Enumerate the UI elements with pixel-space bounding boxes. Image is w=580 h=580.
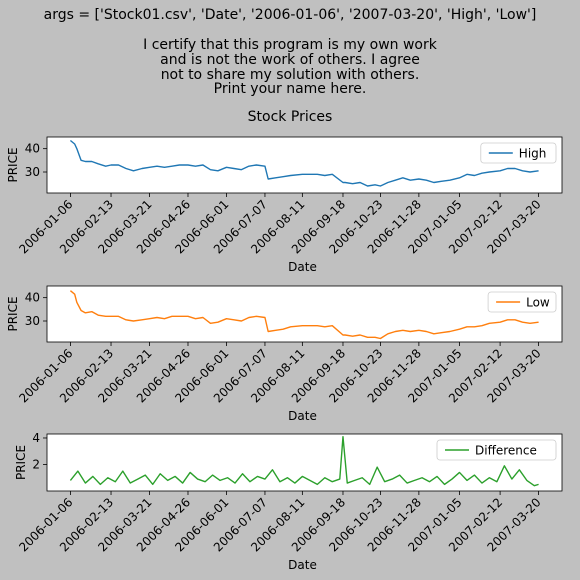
y-tick-label: 40 <box>25 142 40 156</box>
series-line-high <box>69 139 539 187</box>
axes-frame <box>46 433 563 492</box>
certify-line-3: not to share my solution with others. <box>160 67 420 83</box>
y-tick-label: 2 <box>32 457 40 471</box>
axes-frame <box>46 136 563 194</box>
plot-area <box>47 137 562 193</box>
certify-line-2: and is not the work of others. I agree <box>160 52 420 68</box>
y-tick-label: 40 <box>25 291 40 305</box>
y-axis-label: PRICE <box>6 147 20 182</box>
y-tick-label: 30 <box>25 314 40 328</box>
series-line-difference <box>69 435 539 487</box>
plot-area <box>47 286 562 342</box>
y-axis-label: PRICE <box>6 296 20 331</box>
y-tick-label: 30 <box>25 165 40 179</box>
y-tick-label: 4 <box>32 431 40 445</box>
legend-box <box>436 439 557 461</box>
legend-label: Difference <box>475 444 537 458</box>
subplot-1: 30402006-01-062006-02-132006-03-212006-0… <box>6 136 563 274</box>
series-line-low <box>69 290 539 340</box>
legend-box <box>487 291 557 313</box>
figure-title: Stock Prices <box>247 109 333 125</box>
y-axis-label: PRICE <box>14 445 28 480</box>
legend-label: Low <box>526 296 550 310</box>
args-line: args = ['Stock01.csv', 'Date', '2006-01-… <box>43 7 537 23</box>
x-axis-label: Date <box>288 409 317 423</box>
subplot-3: 242006-01-062006-02-132006-03-212006-04-… <box>14 431 563 572</box>
x-axis-label: Date <box>288 558 317 572</box>
legend-label: High <box>519 147 547 161</box>
legend-box <box>480 142 557 164</box>
certify-line-1: I certify that this program is my own wo… <box>143 37 437 53</box>
axes-frame <box>46 285 563 343</box>
x-axis-label: Date <box>288 260 317 274</box>
certify-line-4: Print your name here. <box>213 81 367 97</box>
subplot-2: 30402006-01-062006-02-132006-03-212006-0… <box>6 285 563 423</box>
